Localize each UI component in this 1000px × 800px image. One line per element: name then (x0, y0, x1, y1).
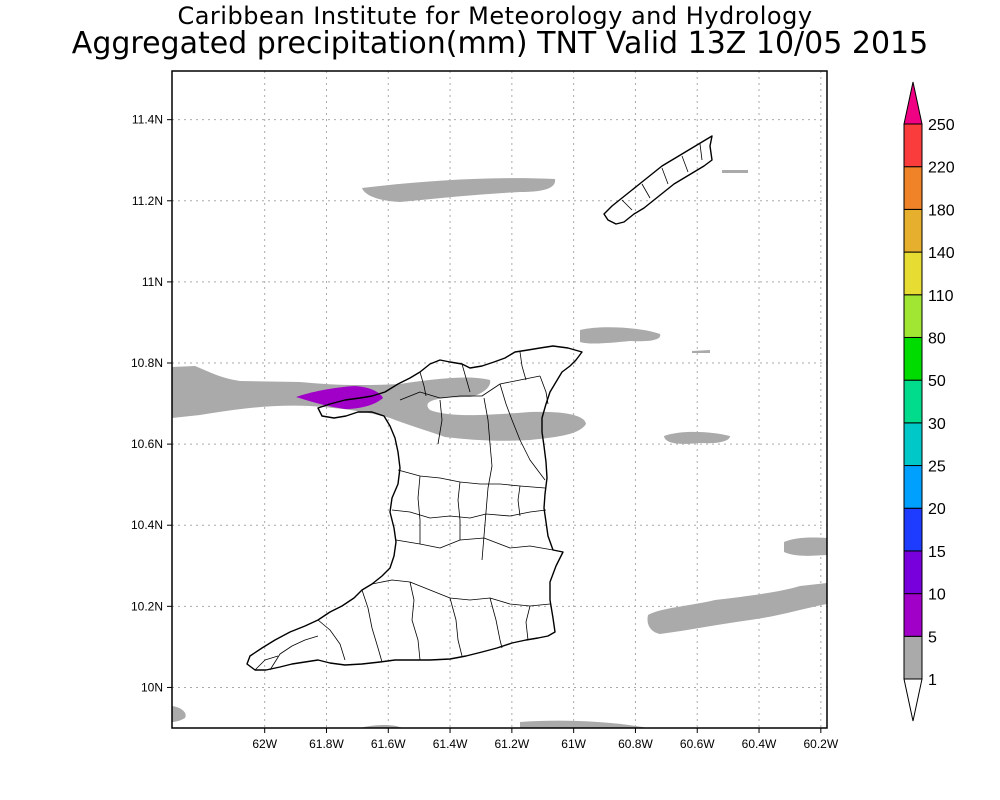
colorbar-swatch (903, 635, 923, 680)
x-tick-label: 61.4W (433, 737, 468, 751)
trinidad-coastline (246, 345, 583, 671)
x-tick-label: 61W (561, 737, 586, 751)
y-tick-label: 10.8N (131, 356, 163, 370)
colorbar-label: 250 (928, 117, 955, 134)
colorbar-swatch (903, 550, 923, 595)
tobago-boundaries (621, 143, 703, 211)
colorbar-swatch (903, 593, 923, 637)
title-line-1: Caribbean Institute for Meteorology and … (177, 2, 813, 30)
precip-area-west-band (172, 366, 586, 441)
colorbar-swatch (903, 379, 923, 424)
precip-area-purple (296, 386, 383, 409)
colorbar-label: 25 (928, 459, 946, 476)
y-tick-label: 11.4N (132, 113, 163, 127)
precip-area-east-1 (580, 327, 661, 344)
precip-1-5mm-areas (172, 170, 827, 728)
y-tick-label: 10N (141, 680, 163, 694)
colorbar-label: 80 (928, 330, 946, 347)
tobago-coastline (603, 135, 713, 225)
x-tick-label: 60.2W (803, 737, 838, 751)
colorbar-label: 220 (928, 160, 955, 177)
x-tick-label: 61.8W (309, 737, 344, 751)
map-frame (171, 70, 828, 729)
y-tick-label: 11N (142, 275, 163, 289)
colorbar-label: 50 (928, 373, 946, 390)
colorbar-bottom-arrow (903, 678, 923, 722)
trinidad-island (246, 345, 583, 671)
latitude-axis: 10N 10.2N 10.4N 10.6N 10.8N 11N 11.2N 11.4N (131, 113, 172, 694)
colorbar-top-arrow (903, 81, 923, 125)
colorbar-swatch (903, 507, 923, 552)
colorbar-swatch (903, 251, 923, 296)
x-tick-label: 60.8W (618, 737, 653, 751)
colorbar-swatch (903, 208, 923, 253)
colorbar-swatch (903, 465, 923, 509)
title-line-2: Aggregated precipitation(mm) TNT Valid 1… (71, 26, 929, 61)
x-tick-label: 60.6W (680, 737, 715, 751)
colorbar-label: 30 (928, 416, 946, 433)
colorbar-label: 15 (928, 544, 946, 561)
colorbar-label: 20 (928, 501, 946, 518)
colorbar-label: 180 (928, 202, 955, 219)
precip-area-southwest-blob (172, 706, 186, 722)
precip-area-south-band (520, 720, 648, 728)
x-tick-label: 62W (252, 737, 277, 751)
longitude-axis: 62W 61.8W 61.6W 61.4W 61.2W 61W 60.8W 60.6W 60.4… (252, 728, 839, 751)
colorbar-swatch (903, 166, 923, 210)
y-tick-label: 10.4N (131, 518, 163, 532)
colorbar-label: 1 (928, 672, 937, 689)
y-tick-label: 11.2N (132, 194, 163, 208)
colorbar-swatch (903, 422, 923, 467)
precip-area-small-2 (722, 170, 748, 173)
x-tick-label: 61.2W (495, 737, 530, 751)
precip-area-north-band (362, 178, 556, 202)
y-tick-label: 10.6N (131, 437, 163, 451)
colorbar-swatch (903, 294, 923, 338)
precip-area-east-3 (784, 537, 827, 556)
y-tick-label: 10.2N (131, 599, 163, 613)
x-tick-label: 60.4W (742, 737, 777, 751)
tobago-island (603, 135, 713, 225)
trinidad-boundaries (254, 351, 554, 671)
colorbar-swatch (903, 123, 923, 168)
colorbar-label: 10 (928, 587, 946, 604)
colorbar-label: 5 (928, 629, 937, 646)
colorbar-swatch (903, 336, 923, 381)
precip-area-southeast-band (647, 583, 827, 634)
colorbar-label: 140 (928, 245, 955, 262)
precip-area-east-2 (664, 431, 730, 444)
precip-area-small-1 (692, 350, 710, 353)
colorbar-label: 110 (928, 288, 954, 305)
x-tick-label: 61.6W (371, 737, 406, 751)
precip-5-10mm-areas (296, 386, 383, 409)
